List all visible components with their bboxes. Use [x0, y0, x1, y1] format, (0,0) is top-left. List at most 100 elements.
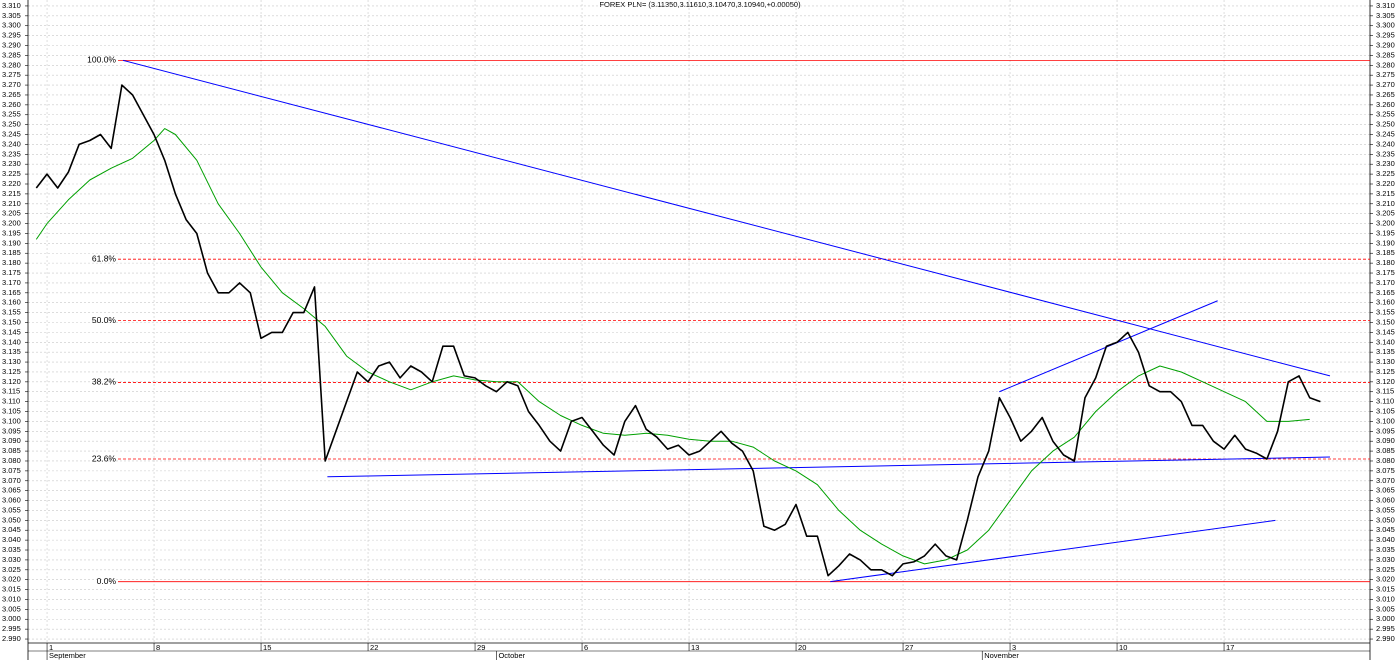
x-tick-label: 10: [1119, 643, 1127, 652]
y2-tick-label: 3.290: [1376, 40, 1395, 49]
trend-line: [122, 59, 1331, 377]
y2-tick-label: 3.280: [1376, 60, 1395, 69]
y-tick-label: 3.305: [2, 11, 21, 20]
y-tick-label: 3.190: [2, 238, 21, 247]
y-tick-label: 3.195: [2, 228, 21, 237]
y-tick-label: 3.060: [2, 496, 21, 505]
y2-tick-label: 3.260: [1376, 100, 1395, 109]
x-tick-label: 29: [477, 643, 485, 652]
y-tick-label: 3.270: [2, 80, 21, 89]
y-tick-label: 2.995: [2, 624, 21, 633]
x-tick-label: 15: [263, 643, 271, 652]
y2-tick-label: 3.060: [1376, 496, 1395, 505]
y-tick-label: 3.145: [2, 327, 21, 336]
y2-tick-label: 3.305: [1376, 11, 1395, 20]
y-tick-label: 3.295: [2, 31, 21, 40]
y2-tick-label: 3.195: [1376, 228, 1395, 237]
y-tick-label: 3.155: [2, 308, 21, 317]
y-tick-label: 3.080: [2, 456, 21, 465]
y2-tick-label: 3.205: [1376, 209, 1395, 218]
y2-tick-label: 3.155: [1376, 308, 1395, 317]
y2-tick-label: 3.045: [1376, 525, 1395, 534]
x-tick-label: 8: [156, 643, 160, 652]
x-tick-label: 22: [370, 643, 378, 652]
y-tick-label: 3.010: [2, 594, 21, 603]
y2-tick-label: 3.185: [1376, 248, 1395, 257]
x-tick-label: 17: [1226, 643, 1234, 652]
y2-tick-label: 3.170: [1376, 278, 1395, 287]
y2-tick-label: 3.310: [1376, 1, 1395, 10]
month-label: October: [498, 651, 525, 660]
y2-tick-label: 3.300: [1376, 21, 1395, 30]
fib-label: 100.0%: [87, 55, 116, 65]
y-tick-label: 3.040: [2, 535, 21, 544]
y2-tick-label: 2.995: [1376, 624, 1395, 633]
y2-tick-label: 2.990: [1376, 634, 1395, 643]
y2-tick-label: 3.030: [1376, 555, 1395, 564]
y-tick-label: 3.115: [2, 387, 20, 396]
y2-tick-label: 3.000: [1376, 614, 1395, 623]
y-tick-label: 3.160: [2, 298, 21, 307]
y-tick-label: 3.035: [2, 545, 21, 554]
x-tick-label: 20: [798, 643, 806, 652]
x-tick-label: 13: [691, 643, 699, 652]
y2-tick-label: 3.245: [1376, 130, 1395, 139]
y2-tick-label: 3.150: [1376, 317, 1395, 326]
y-tick-label: 3.050: [2, 515, 21, 524]
fib-label: 61.8%: [92, 253, 117, 263]
y2-tick-label: 3.215: [1376, 189, 1395, 198]
y2-tick-label: 3.270: [1376, 80, 1395, 89]
y2-tick-label: 3.005: [1376, 604, 1395, 613]
y-tick-label: 3.130: [2, 357, 21, 366]
y-tick-label: 3.095: [2, 426, 21, 435]
y2-tick-label: 3.055: [1376, 505, 1395, 514]
y2-tick-label: 3.080: [1376, 456, 1395, 465]
y-tick-label: 3.125: [2, 367, 21, 376]
y-tick-label: 3.025: [2, 565, 21, 574]
y2-tick-label: 3.265: [1376, 90, 1395, 99]
y-tick-label: 3.090: [2, 436, 21, 445]
y-tick-label: 3.275: [2, 70, 21, 79]
y2-tick-label: 3.230: [1376, 159, 1395, 168]
y-tick-label: 3.310: [2, 1, 21, 10]
y2-tick-label: 3.190: [1376, 238, 1395, 247]
y2-tick-label: 3.065: [1376, 486, 1395, 495]
y-tick-label: 2.990: [2, 634, 21, 643]
y-tick-label: 3.285: [2, 50, 21, 59]
fib-label: 0.0%: [97, 576, 117, 586]
y2-tick-label: 3.295: [1376, 31, 1395, 40]
y2-tick-label: 3.165: [1376, 288, 1395, 297]
month-label: November: [984, 651, 1019, 660]
y-tick-label: 3.000: [2, 614, 21, 623]
y-tick-label: 3.255: [2, 110, 21, 119]
y2-tick-label: 3.145: [1376, 327, 1395, 336]
x-tick-label: 27: [905, 643, 913, 652]
y2-tick-label: 3.090: [1376, 436, 1395, 445]
y2-tick-label: 3.130: [1376, 357, 1395, 366]
y-tick-label: 3.175: [2, 268, 21, 277]
y-tick-label: 3.245: [2, 130, 21, 139]
fib-label: 38.2%: [92, 377, 117, 387]
y-tick-label: 3.265: [2, 90, 21, 99]
trend-line: [830, 519, 1276, 583]
y2-tick-label: 3.285: [1376, 50, 1395, 59]
y-tick-label: 3.070: [2, 476, 21, 485]
average-line: [35, 128, 1310, 565]
y-tick-label: 3.215: [2, 189, 21, 198]
y2-tick-label: 3.250: [1376, 120, 1395, 129]
y2-tick-label: 3.240: [1376, 139, 1395, 148]
y-tick-label: 3.210: [2, 199, 21, 208]
y-tick-label: 3.045: [2, 525, 21, 534]
y-tick-label: 3.015: [2, 585, 21, 594]
y2-tick-label: 3.125: [1376, 367, 1395, 376]
y2-tick-label: 3.140: [1376, 337, 1395, 346]
y-tick-label: 3.205: [2, 209, 21, 218]
y-tick-label: 3.030: [2, 555, 21, 564]
y-tick-label: 3.135: [2, 347, 21, 356]
y2-tick-label: 3.035: [1376, 545, 1395, 554]
y2-tick-label: 3.020: [1376, 575, 1395, 584]
y2-tick-label: 3.110: [1376, 397, 1394, 406]
x-tick-label: 3: [1012, 643, 1016, 652]
